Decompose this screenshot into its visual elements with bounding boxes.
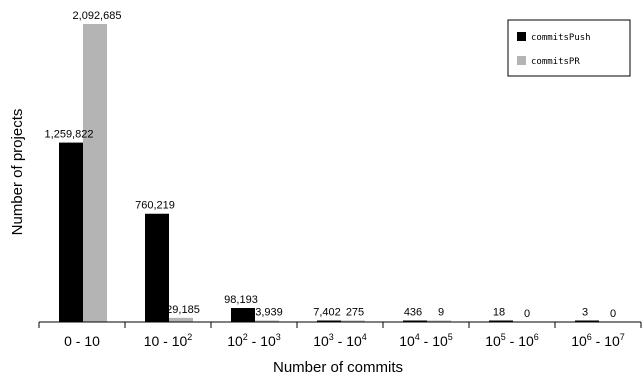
bar-commitsPR (255, 320, 279, 322)
bar-commitsPush (231, 308, 255, 322)
data-label-commitsPush: 98,193 (224, 294, 258, 306)
bar-commitsPush (145, 213, 169, 322)
x-tick-label: 106 - 107 (571, 332, 625, 349)
bar-commitsPush (575, 320, 599, 322)
data-label-commitsPush: 1,259,822 (45, 129, 94, 141)
bar-commitsPush (317, 320, 341, 322)
data-label-commitsPR: 275 (346, 307, 364, 319)
x-tick-label: 104 - 105 (399, 332, 453, 349)
bar-commitsPR (83, 24, 107, 322)
data-label-commitsPR: 0 (524, 308, 530, 320)
data-label-commitsPR: 29,185 (166, 304, 200, 316)
bars-group (59, 24, 599, 322)
y-axis-title: Number of projects (9, 109, 26, 236)
data-label-commitsPush: 18 (493, 307, 505, 319)
x-tick-labels-group: 0 - 10 10 - 102 102 - 103 103 - 104 104 - 10… (64, 332, 625, 349)
legend-swatch-commitsPush (517, 32, 526, 41)
legend-label-commitsPR: commitsPR (531, 57, 580, 67)
bar-commitsPush (403, 320, 427, 322)
bar-commitsPR (169, 317, 193, 322)
x-axis-title: Number of commits (273, 359, 403, 376)
data-labels-group: 1,259,822 2,092,685 760,219 29,185 98,1933,9… (45, 10, 617, 320)
legend: commitsPush commitsPR (507, 19, 631, 77)
legend-box (507, 19, 631, 77)
data-label-commitsPR: 3,939 (255, 307, 283, 319)
data-label-commitsPR: 9 (438, 307, 444, 319)
data-label-commitsPush: 436 (404, 307, 422, 319)
data-label-commitsPR: 2,092,685 (73, 10, 122, 22)
x-tick-label: 102 - 103 (227, 332, 281, 349)
x-ticks-group (38, 322, 642, 328)
x-tick-label: 10 - 102 (144, 332, 193, 349)
legend-label-commitsPush: commitsPush (531, 33, 591, 43)
bar-commitsPush (59, 142, 83, 322)
legend-swatch-commitsPR (517, 56, 526, 65)
data-label-commitsPush: 3 (582, 307, 588, 319)
x-tick-label: 103 - 104 (313, 332, 367, 349)
data-label-commitsPR: 0 (610, 308, 616, 320)
x-tick-label: 105 - 106 (485, 332, 539, 349)
bar-commitsPR (427, 320, 451, 322)
data-label-commitsPush: 7,402 (313, 307, 341, 319)
x-tick-label: 0 - 10 (64, 333, 100, 349)
bar-commitsPR (341, 320, 365, 322)
data-label-commitsPush: 760,219 (135, 200, 175, 212)
bar-commitsPush (489, 320, 513, 322)
